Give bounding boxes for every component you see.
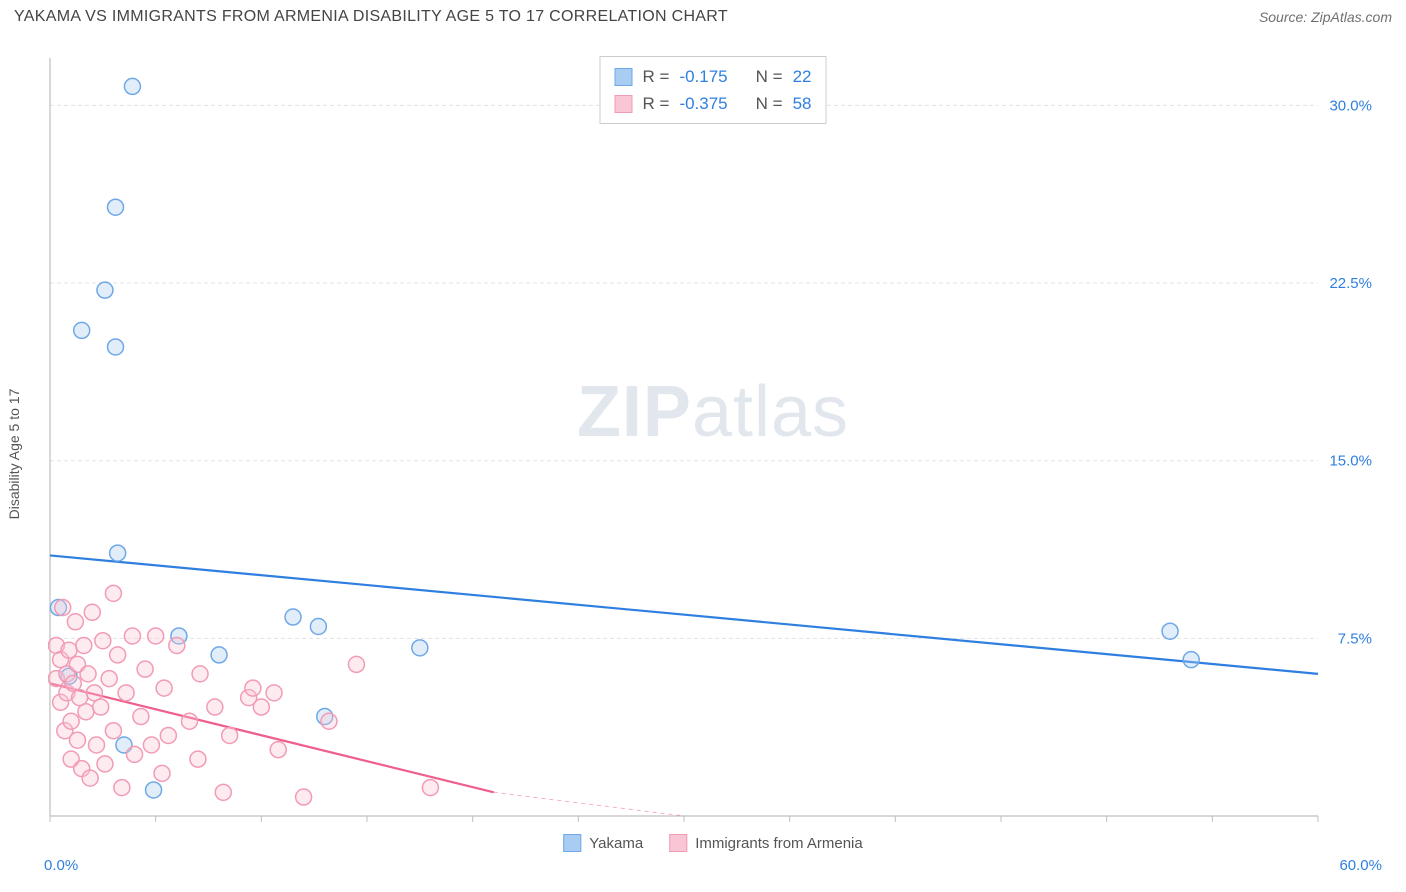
svg-text:22.5%: 22.5% — [1329, 275, 1372, 292]
stats-swatch — [615, 95, 633, 113]
stats-r-value: -0.175 — [679, 63, 727, 90]
stats-swatch — [615, 68, 633, 86]
chart-header: YAKAMA VS IMMIGRANTS FROM ARMENIA DISABI… — [0, 0, 1406, 30]
svg-text:15.0%: 15.0% — [1329, 453, 1372, 470]
stats-row: R = -0.175 N = 22 — [615, 63, 812, 90]
stats-r-label: R = — [643, 63, 670, 90]
legend-item: Immigrants from Armenia — [669, 834, 863, 852]
svg-text:30.0%: 30.0% — [1329, 97, 1372, 114]
y-axis-label: Disability Age 5 to 17 — [6, 389, 22, 520]
legend: Yakama Immigrants from Armenia — [563, 834, 862, 852]
chart-title: YAKAMA VS IMMIGRANTS FROM ARMENIA DISABI… — [14, 8, 728, 26]
x-axis-max: 60.0% — [1339, 857, 1382, 874]
stats-n-value: 58 — [793, 90, 812, 117]
legend-swatch — [669, 834, 687, 852]
scatter-plot: 7.5% 15.0% 22.5% 30.0% — [48, 56, 1378, 846]
legend-label: Immigrants from Armenia — [695, 835, 863, 852]
stats-n-label: N = — [756, 63, 783, 90]
legend-label: Yakama — [589, 835, 643, 852]
legend-swatch — [563, 834, 581, 852]
x-axis-min: 0.0% — [44, 857, 78, 874]
source-attribution: Source: ZipAtlas.com — [1259, 9, 1392, 25]
stats-row: R = -0.375 N = 58 — [615, 90, 812, 117]
stats-n-label: N = — [756, 90, 783, 117]
chart-area: ZIPatlas 7.5%15.0%22.5%30.0% R = -0.175 … — [48, 56, 1378, 846]
stats-r-value: -0.375 — [679, 90, 727, 117]
stats-r-label: R = — [643, 90, 670, 117]
stats-n-value: 22 — [793, 63, 812, 90]
svg-text:7.5%: 7.5% — [1338, 630, 1372, 647]
stats-box: R = -0.175 N = 22 R = -0.375 N = 58 — [600, 56, 827, 124]
legend-item: Yakama — [563, 834, 643, 852]
